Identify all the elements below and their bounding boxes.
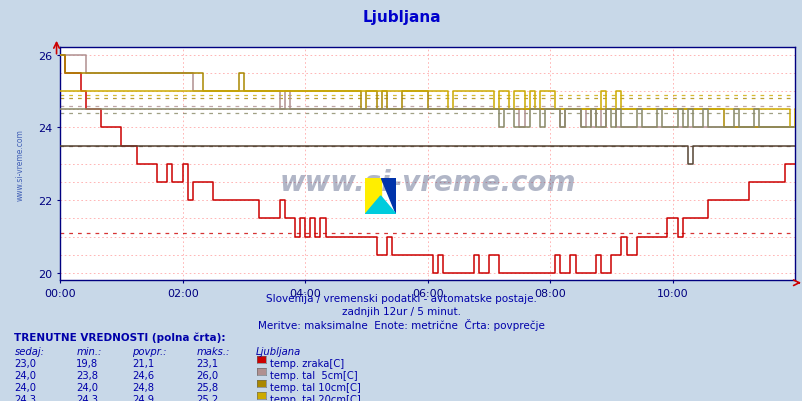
Text: 24,9: 24,9 <box>132 394 155 401</box>
Text: 25,2: 25,2 <box>196 394 219 401</box>
Text: temp. zraka[C]: temp. zraka[C] <box>269 358 343 368</box>
Polygon shape <box>380 178 395 215</box>
Text: zadnjih 12ur / 5 minut.: zadnjih 12ur / 5 minut. <box>342 306 460 316</box>
Bar <box>365 178 380 215</box>
Text: temp. tal 20cm[C]: temp. tal 20cm[C] <box>269 394 360 401</box>
Text: 24,6: 24,6 <box>132 370 155 380</box>
Text: www.si-vreme.com: www.si-vreme.com <box>15 129 24 200</box>
Text: 25,8: 25,8 <box>196 382 219 392</box>
Text: 24,0: 24,0 <box>14 382 36 392</box>
Text: 24,3: 24,3 <box>76 394 98 401</box>
Text: 19,8: 19,8 <box>76 358 99 368</box>
Text: 23,8: 23,8 <box>76 370 98 380</box>
Text: 24,3: 24,3 <box>14 394 36 401</box>
Text: temp. tal 10cm[C]: temp. tal 10cm[C] <box>269 382 360 392</box>
Text: 23,1: 23,1 <box>196 358 219 368</box>
Polygon shape <box>365 196 395 215</box>
Text: Ljubljana: Ljubljana <box>255 346 300 356</box>
Text: sedaj:: sedaj: <box>14 346 44 356</box>
Text: temp. tal  5cm[C]: temp. tal 5cm[C] <box>269 370 357 380</box>
Text: maks.:: maks.: <box>196 346 230 356</box>
Text: 24,0: 24,0 <box>76 382 98 392</box>
Text: min.:: min.: <box>76 346 102 356</box>
Text: 24,8: 24,8 <box>132 382 154 392</box>
Text: Ljubljana: Ljubljana <box>362 10 440 25</box>
Text: TRENUTNE VREDNOSTI (polna črta):: TRENUTNE VREDNOSTI (polna črta): <box>14 332 225 342</box>
Text: www.si-vreme.com: www.si-vreme.com <box>279 169 575 197</box>
Text: Meritve: maksimalne  Enote: metrične  Črta: povprečje: Meritve: maksimalne Enote: metrične Črta… <box>257 318 545 330</box>
Text: povpr.:: povpr.: <box>132 346 167 356</box>
Text: 23,0: 23,0 <box>14 358 36 368</box>
Text: Slovenija / vremenski podatki - avtomatske postaje.: Slovenija / vremenski podatki - avtomats… <box>265 294 537 304</box>
Text: 24,0: 24,0 <box>14 370 36 380</box>
Text: 26,0: 26,0 <box>196 370 219 380</box>
Text: 21,1: 21,1 <box>132 358 155 368</box>
